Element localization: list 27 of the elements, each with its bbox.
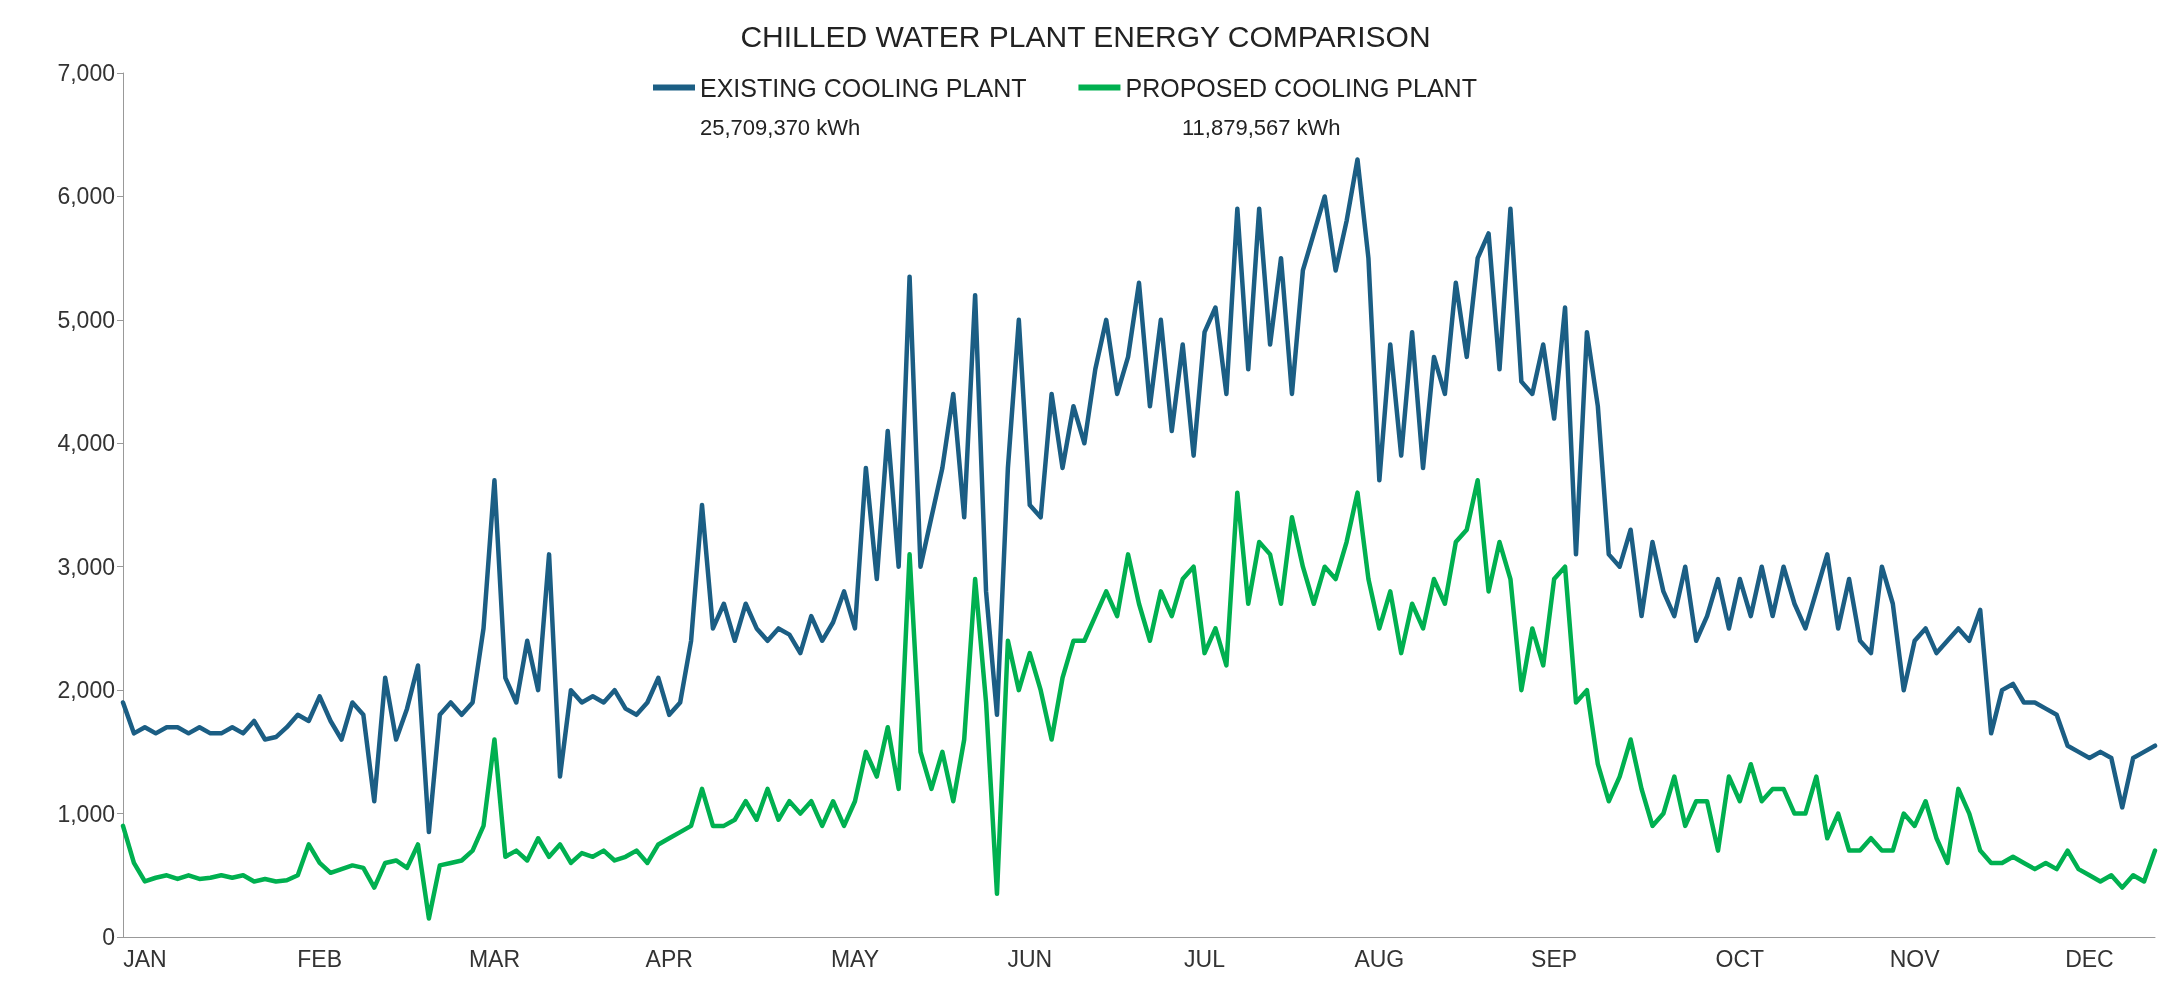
y-tick-label: 3,000 (57, 553, 115, 580)
y-tick-label: 2,000 (57, 677, 115, 704)
x-tick-label: SEP (1531, 945, 1578, 972)
x-tick-label: FEB (297, 945, 343, 972)
y-tick-label: 7,000 (57, 60, 115, 86)
x-tick-label: AUG (1354, 945, 1405, 972)
annotation: 25,709,370 kWh (700, 114, 861, 140)
annotation: 11,879,567 kWh (1182, 114, 1341, 140)
y-tick-label: 4,000 (57, 430, 115, 457)
x-tick-label: APR (645, 945, 693, 972)
x-tick-label: MAR (468, 945, 520, 972)
x-tick-label: NOV (1889, 945, 1941, 972)
x-tick-label: JUL (1184, 945, 1226, 972)
line-series (120, 478, 2158, 921)
y-tick-label: 5,000 (57, 306, 115, 333)
legend-label: PROPOSED COOLING PLANT (1125, 73, 1477, 102)
chart-title: CHILLED WATER PLANT ENERGY COMPARISON (740, 19, 1431, 53)
y-tick-label: 1,000 (57, 800, 115, 827)
y-tick-label: 6,000 (57, 183, 115, 210)
x-tick-label: MAY (830, 945, 880, 972)
x-tick-label: DEC (2065, 945, 2114, 972)
legend-label: EXISTING COOLING PLANT (700, 73, 1027, 102)
y-tick-label: 0 (102, 924, 115, 950)
line-series (120, 157, 2158, 835)
x-tick-label: JUN (1007, 945, 1053, 972)
x-tick-label: OCT (1715, 945, 1765, 972)
x-tick-label: JAN (123, 945, 167, 972)
